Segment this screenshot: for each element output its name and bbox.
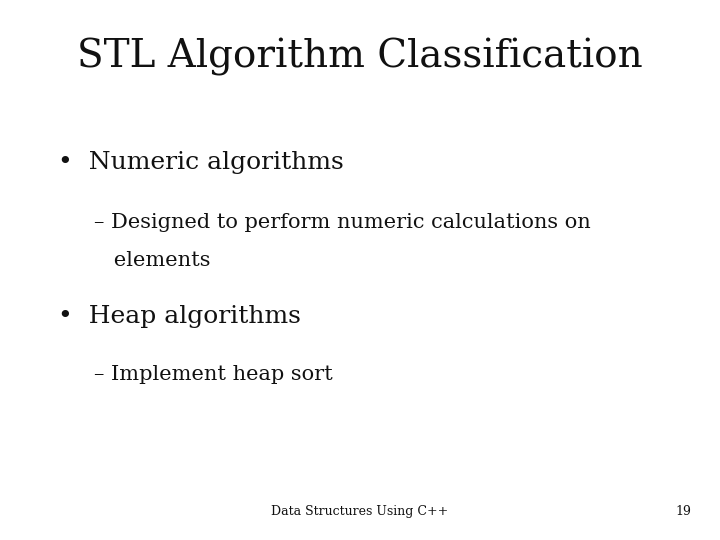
Text: Data Structures Using C++: Data Structures Using C++ <box>271 505 449 518</box>
Text: 19: 19 <box>675 505 691 518</box>
Text: – Designed to perform numeric calculations on: – Designed to perform numeric calculatio… <box>94 213 590 232</box>
Text: – Implement heap sort: – Implement heap sort <box>94 364 333 383</box>
Text: •  Numeric algorithms: • Numeric algorithms <box>58 151 343 174</box>
Text: •  Heap algorithms: • Heap algorithms <box>58 305 300 328</box>
Text: elements: elements <box>94 251 210 270</box>
Text: STL Algorithm Classification: STL Algorithm Classification <box>77 38 643 76</box>
